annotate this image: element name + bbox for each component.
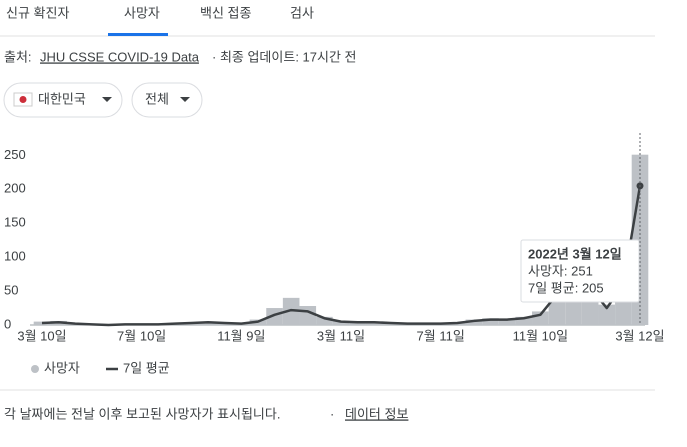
legend-swatch — [31, 365, 39, 373]
source-prefix: 출처: — [4, 49, 32, 64]
legend-label: 7일 평균 — [123, 360, 170, 375]
daily-bar — [498, 318, 516, 325]
x-tick-label: 11월 9일 — [217, 328, 265, 343]
daily-bar — [282, 297, 300, 325]
tooltip — [520, 239, 640, 303]
footer-separator: · — [330, 406, 334, 421]
x-tick-label: 7월 11일 — [417, 328, 465, 343]
daily-bar — [299, 306, 317, 325]
x-tick-label: 11월 10일 — [513, 328, 569, 343]
footer-note: 각 날짜에는 전날 이후 보고된 사망자가 표시됩니다. — [4, 406, 280, 421]
flag-emblem — [19, 96, 27, 103]
footer-link[interactable]: 데이터 정보 — [345, 406, 408, 421]
y-tick-label: 100 — [4, 249, 26, 264]
tooltip-text: 7일 평균: 205 — [528, 280, 604, 295]
x-tick-label: 7월 10일 — [117, 328, 166, 343]
daily-bar — [365, 322, 383, 325]
tab[interactable]: 신규 확진자 — [6, 5, 69, 20]
daily-bar — [332, 320, 350, 325]
tab[interactable]: 백신 접종 — [200, 5, 251, 20]
range-chip[interactable] — [131, 82, 203, 118]
daily-bar — [316, 316, 333, 325]
tooltip-text: 2022년 3월 12일 — [528, 246, 622, 261]
source-link[interactable]: JHU CSSE COVID-19 Data — [40, 49, 200, 64]
y-tick-label: 150 — [4, 215, 26, 230]
daily-bar — [266, 308, 283, 325]
update-text: · 최종 업데이트: 17시간 전 — [212, 49, 357, 64]
tab[interactable]: 사망자 — [124, 5, 160, 20]
daily-bar — [465, 319, 483, 325]
x-tick-label: 3월 11일 — [317, 328, 365, 343]
country-chip[interactable] — [3, 82, 123, 118]
filter-label[interactable]: 대한민국 — [38, 91, 86, 106]
daily-bar — [33, 321, 51, 325]
dropdown-arrow — [102, 97, 112, 102]
daily-bar — [515, 316, 533, 325]
legend-label: 사망자 — [44, 360, 80, 375]
dropdown-arrow — [180, 97, 190, 102]
y-tick-label: 200 — [4, 181, 26, 196]
y-tick-label: 50 — [4, 283, 18, 298]
x-tick-label: 3월 12일 — [615, 328, 664, 343]
tooltip-text: 사망자: 251 — [528, 263, 593, 278]
active-tab-indicator — [108, 33, 168, 36]
daily-bar — [482, 318, 499, 325]
y-tick-label: 0 — [4, 316, 11, 331]
daily-bar — [598, 304, 616, 325]
tab[interactable]: 검사 — [290, 5, 314, 20]
x-tick-label: 3월 10일 — [17, 328, 66, 343]
y-tick-label: 250 — [4, 147, 26, 162]
filter-label[interactable]: 전체 — [145, 91, 169, 106]
average-line — [41, 185, 642, 327]
